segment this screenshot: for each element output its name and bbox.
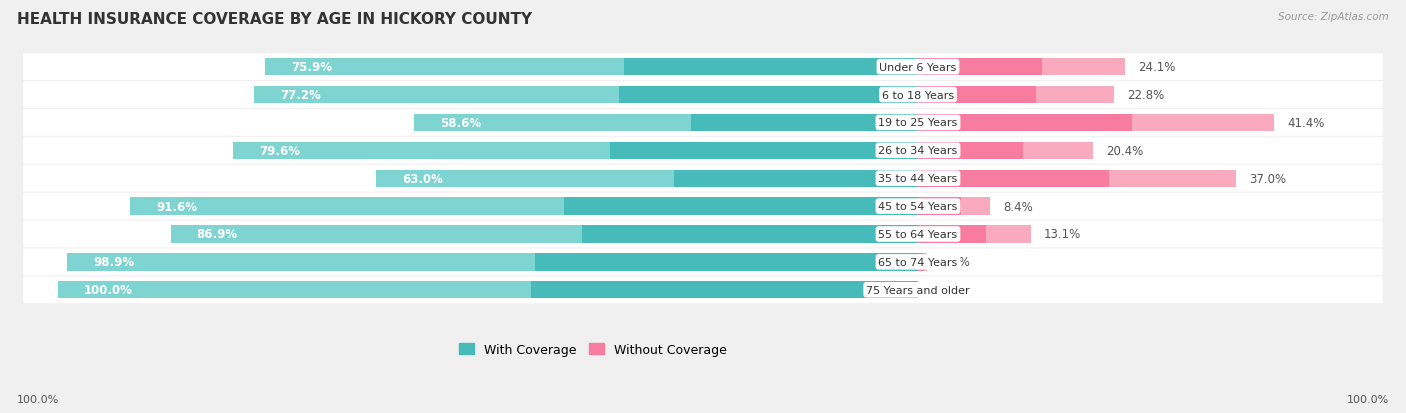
- Text: 86.9%: 86.9%: [197, 228, 238, 241]
- Bar: [170, 226, 918, 243]
- Bar: [582, 226, 918, 243]
- Text: 65 to 74 Years: 65 to 74 Years: [879, 257, 957, 267]
- Text: 75.9%: 75.9%: [291, 61, 332, 74]
- FancyBboxPatch shape: [24, 221, 1382, 248]
- Text: 24.1%: 24.1%: [1139, 61, 1175, 74]
- Text: 13.1%: 13.1%: [1043, 228, 1081, 241]
- Bar: [918, 254, 924, 271]
- Bar: [918, 87, 1036, 104]
- Text: 79.6%: 79.6%: [259, 145, 301, 157]
- Bar: [619, 87, 918, 104]
- Text: 1.1%: 1.1%: [941, 256, 970, 269]
- Bar: [564, 198, 918, 215]
- Bar: [377, 170, 918, 188]
- Bar: [918, 114, 1274, 132]
- Text: 45 to 54 Years: 45 to 54 Years: [879, 202, 957, 211]
- Text: 20.4%: 20.4%: [1107, 145, 1143, 157]
- Bar: [67, 254, 918, 271]
- Bar: [918, 114, 1132, 132]
- FancyBboxPatch shape: [24, 54, 1382, 81]
- Text: 0.0%: 0.0%: [931, 284, 960, 297]
- Bar: [918, 226, 986, 243]
- Text: 98.9%: 98.9%: [93, 256, 135, 269]
- Text: 37.0%: 37.0%: [1249, 172, 1286, 185]
- Bar: [918, 142, 1024, 159]
- Text: HEALTH INSURANCE COVERAGE BY AGE IN HICKORY COUNTY: HEALTH INSURANCE COVERAGE BY AGE IN HICK…: [17, 12, 531, 27]
- Bar: [918, 87, 1114, 104]
- Text: 22.8%: 22.8%: [1128, 89, 1164, 102]
- Text: 77.2%: 77.2%: [280, 89, 321, 102]
- Text: Source: ZipAtlas.com: Source: ZipAtlas.com: [1278, 12, 1389, 22]
- FancyBboxPatch shape: [24, 193, 1382, 220]
- Bar: [918, 170, 1236, 188]
- FancyBboxPatch shape: [24, 277, 1382, 304]
- Text: 75 Years and older: 75 Years and older: [866, 285, 970, 295]
- Bar: [918, 59, 1042, 76]
- FancyBboxPatch shape: [24, 110, 1382, 136]
- FancyBboxPatch shape: [24, 138, 1382, 164]
- Bar: [918, 170, 1109, 188]
- Text: Under 6 Years: Under 6 Years: [879, 62, 956, 72]
- Text: 41.4%: 41.4%: [1286, 116, 1324, 130]
- Bar: [233, 142, 918, 159]
- Bar: [58, 281, 918, 299]
- Bar: [918, 254, 928, 271]
- Text: 100.0%: 100.0%: [84, 284, 132, 297]
- Bar: [131, 198, 918, 215]
- Bar: [918, 198, 990, 215]
- Bar: [918, 142, 1094, 159]
- FancyBboxPatch shape: [24, 166, 1382, 192]
- Text: 6 to 18 Years: 6 to 18 Years: [882, 90, 955, 100]
- Bar: [413, 114, 918, 132]
- Text: 35 to 44 Years: 35 to 44 Years: [879, 174, 957, 184]
- FancyBboxPatch shape: [24, 82, 1382, 109]
- Text: 91.6%: 91.6%: [156, 200, 197, 213]
- Text: 55 to 64 Years: 55 to 64 Years: [879, 230, 957, 240]
- Bar: [692, 114, 918, 132]
- Bar: [918, 59, 1125, 76]
- Legend: With Coverage, Without Coverage: With Coverage, Without Coverage: [454, 338, 733, 361]
- Bar: [254, 87, 918, 104]
- Bar: [536, 254, 918, 271]
- Text: 8.4%: 8.4%: [1002, 200, 1033, 213]
- Text: 58.6%: 58.6%: [440, 116, 481, 130]
- Bar: [918, 226, 1031, 243]
- Bar: [531, 281, 918, 299]
- Bar: [918, 198, 962, 215]
- Bar: [675, 170, 918, 188]
- Text: 100.0%: 100.0%: [17, 394, 59, 404]
- Bar: [266, 59, 918, 76]
- Text: 100.0%: 100.0%: [1347, 394, 1389, 404]
- Text: 63.0%: 63.0%: [402, 172, 443, 185]
- Bar: [610, 142, 918, 159]
- Text: 26 to 34 Years: 26 to 34 Years: [879, 146, 957, 156]
- Bar: [624, 59, 918, 76]
- FancyBboxPatch shape: [24, 249, 1382, 275]
- Text: 19 to 25 Years: 19 to 25 Years: [879, 118, 957, 128]
